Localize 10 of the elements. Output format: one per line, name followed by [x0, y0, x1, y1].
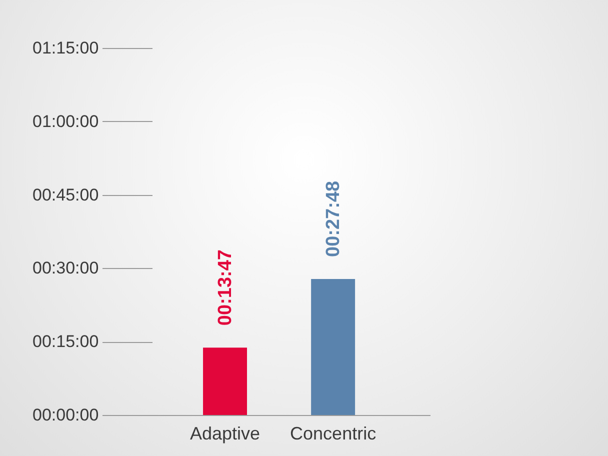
y-tick-label: 01:15:00: [32, 38, 99, 58]
x-tick-label: Adaptive: [190, 424, 260, 444]
y-tick-label: 00:15:00: [32, 332, 99, 352]
y-tick-label: 00:00:00: [32, 406, 99, 424]
x-tick-label: Concentric: [290, 424, 376, 444]
y-tick-label: 00:45:00: [32, 185, 99, 204]
y-tick-label: 00:30:00: [32, 258, 99, 278]
y-tick-label: 01:00:00: [32, 112, 99, 131]
data-label: 00:13:47: [215, 250, 236, 326]
data-label: 00:27:48: [323, 180, 344, 257]
